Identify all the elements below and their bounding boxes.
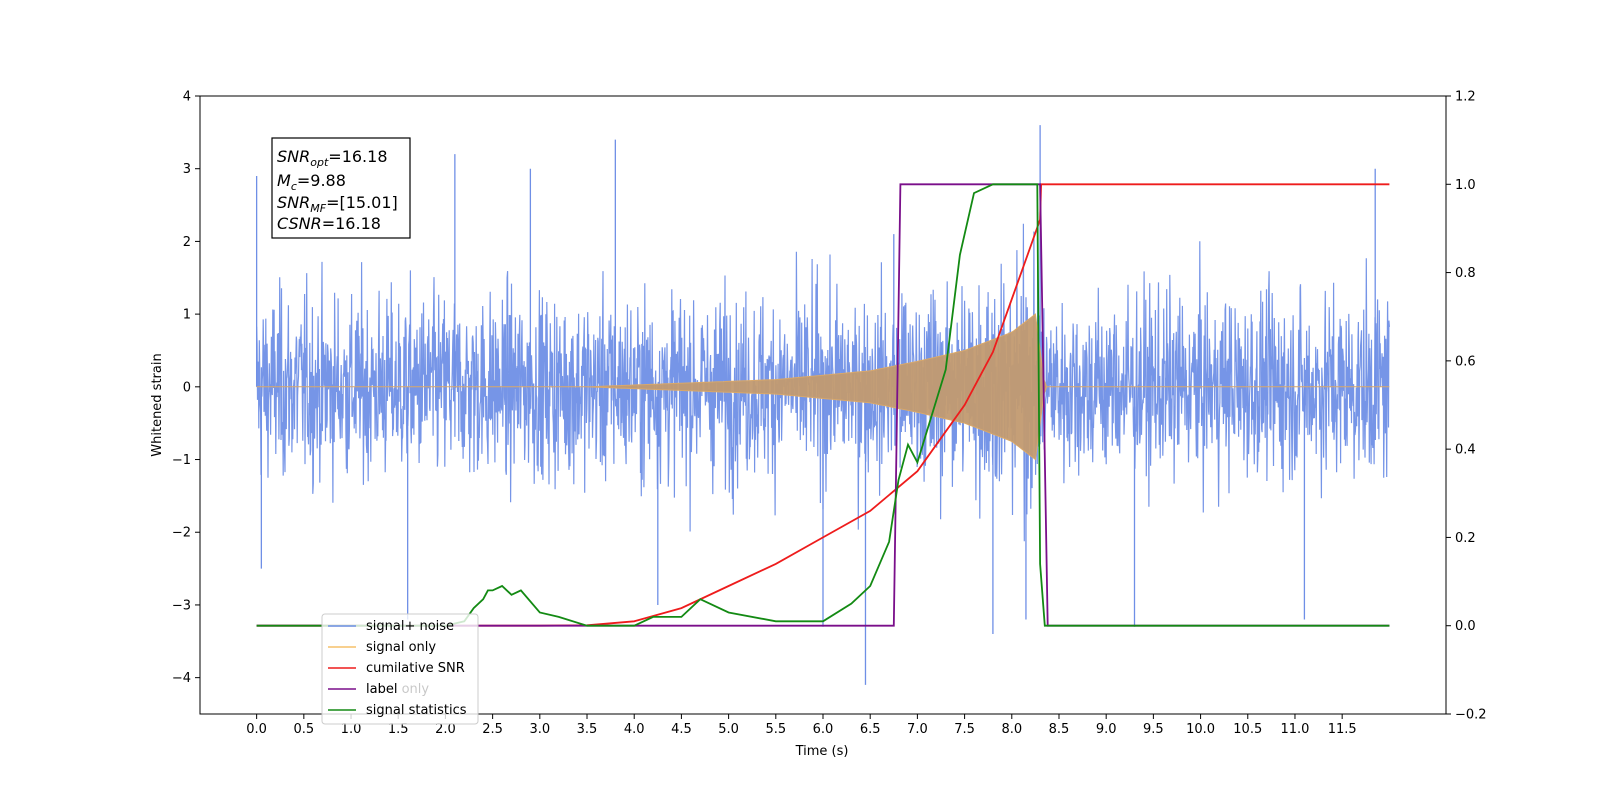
series-signal-only [256, 313, 1390, 461]
annotation-csnr: CSNR=16.18 [277, 214, 381, 233]
y-tick-label-right: 0.4 [1455, 443, 1476, 458]
y-tick-label-right: −0.2 [1455, 708, 1487, 723]
x-tick-label: 3.5 [577, 722, 598, 737]
y-tick-label-left: −1 [172, 453, 191, 468]
legend-entry-label-only: label only [328, 682, 429, 697]
y-axis-left: 4 3 2 1 0 −1 −2 −3 −4 [172, 90, 200, 686]
x-tick-label: 10.5 [1233, 722, 1262, 737]
legend-label: label [366, 682, 397, 697]
legend-entry-label: label [366, 682, 397, 697]
legend-entry-signal-statistics: signal statistics [328, 703, 467, 718]
legend-entry-signal-noise: signal+ noise [328, 619, 454, 634]
legend-frame [321, 613, 479, 725]
y-tick-label-left: 4 [183, 90, 191, 105]
y-tick-label-left: −3 [172, 598, 191, 613]
x-tick-label: 3.0 [529, 722, 550, 737]
x-tick-label: 8.5 [1049, 722, 1070, 737]
x-axis: 0.0 0.5 1.0 1.5 2.0 2.5 3.0 3.5 4.0 4.5 5.0 5.5 6.0 6… [246, 714, 1357, 737]
annotation-box: SNRopt=16.18 Mc=9.88 SNRMF=[15.01] CSNR=… [271, 137, 411, 239]
x-tick-label: 6.5 [860, 722, 881, 737]
y-tick-label-right: 0.6 [1455, 354, 1476, 369]
series-signal-statistics [256, 183, 1390, 627]
x-tick-label: 9.5 [1143, 722, 1164, 737]
y-tick-label-left: −2 [172, 526, 191, 541]
x-tick-label: 7.0 [907, 722, 928, 737]
x-tick-label: 2.5 [482, 722, 503, 737]
x-tick-label: 1.5 [388, 722, 409, 737]
y-tick-label-right: 1.2 [1455, 90, 1476, 105]
x-axis-label: Time (s) [795, 744, 849, 759]
x-tick-label: 5.0 [718, 722, 739, 737]
legend-label: label only [366, 682, 429, 697]
x-tick-label: 11.0 [1280, 722, 1309, 737]
x-tick-label: 9.0 [1096, 722, 1117, 737]
y-axis-label: Whitened strain [150, 353, 165, 456]
x-tick-label: 11.5 [1328, 722, 1357, 737]
legend: signal+ noise signal only cumilative SNR… [321, 613, 479, 725]
legend-label: cumilative SNR [366, 661, 465, 676]
legend-label: signal only [366, 640, 436, 655]
y-tick-label-left: 1 [183, 308, 191, 323]
annotation-mc: Mc=9.88 [277, 171, 346, 193]
legend-entry-cumilative-snr: cumilative SNR [328, 661, 465, 676]
x-tick-label: 1.0 [341, 722, 362, 737]
x-tick-label: 4.5 [671, 722, 692, 737]
legend-entry-signal-only: signal only [328, 640, 436, 655]
x-tick-label: 7.5 [954, 722, 975, 737]
y-tick-label-right: 0.0 [1455, 619, 1476, 634]
legend-label: signal statistics [366, 703, 467, 718]
annotation-snr-mf: SNRMF=[15.01] [277, 193, 398, 215]
y-tick-label-left: 0 [183, 380, 191, 395]
annotation-snr-opt: SNRopt=16.18 [277, 147, 388, 169]
x-tick-label: 6.0 [813, 722, 834, 737]
y-tick-label-right: 0.8 [1455, 266, 1476, 281]
x-tick-label: 4.0 [624, 722, 645, 737]
x-tick-label: 0.5 [293, 722, 314, 737]
x-tick-label: 8.0 [1001, 722, 1022, 737]
x-tick-label: 10.0 [1186, 722, 1215, 737]
x-tick-label: 5.5 [765, 722, 786, 737]
y-axis-right: 1.2 1.0 0.8 0.6 0.4 0.2 0.0 −0.2 [1446, 90, 1487, 723]
legend-label: signal+ noise [366, 619, 454, 634]
y-tick-label-left: −4 [172, 671, 191, 686]
x-tick-label: 2.0 [435, 722, 456, 737]
y-tick-label-left: 3 [183, 162, 191, 177]
y-tick-label-right: 0.2 [1455, 531, 1476, 546]
series-layer [255, 125, 1390, 685]
x-tick-label: 0.0 [246, 722, 267, 737]
y-tick-label-right: 1.0 [1455, 178, 1476, 193]
y-tick-label-left: 2 [183, 235, 191, 250]
